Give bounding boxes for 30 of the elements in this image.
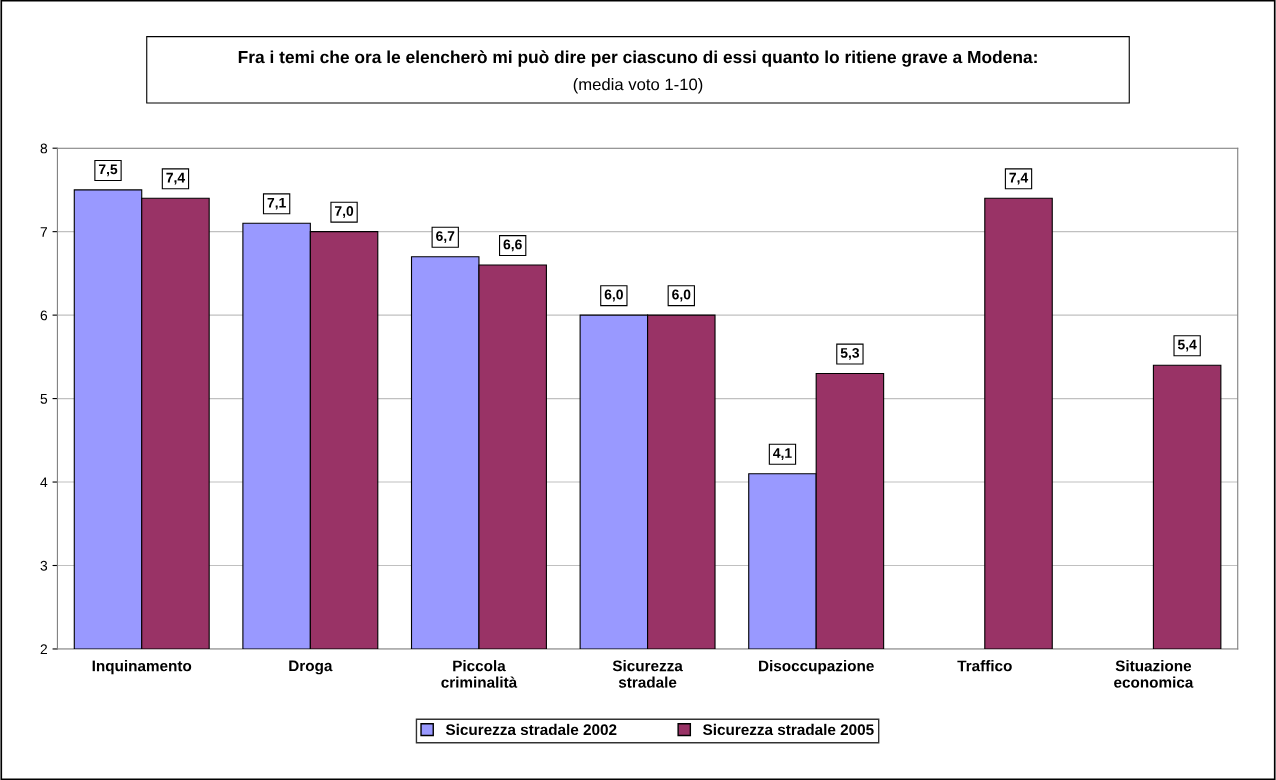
data-label: 7,1 [267,197,286,210]
data-label: 6,7 [436,231,455,243]
chart-subtitle: (media voto 1-10) [573,78,703,94]
x-tick-label: Droga [289,660,333,675]
y-tick-label: 2 [40,644,47,654]
y-tick-label: 4 [40,477,48,488]
x-tick-label: Disoccupazione [759,660,874,675]
data-label: 7,4 [1009,172,1029,185]
x-tick-label: Sicurezza stradale [612,660,683,688]
data-label: 7,0 [335,206,354,218]
legend-label: Sicurezza stradale 2002 [445,723,617,736]
x-tick-label: Inquinamento [92,660,192,675]
y-tick-label: 5 [40,394,48,404]
x-tick-label: Piccola criminalità [441,660,518,688]
x-tick-label: Situazione economica [1114,660,1194,688]
data-label: 6,6 [503,239,522,252]
data-label: 7,5 [98,164,118,177]
data-label: 5,3 [840,347,860,360]
legend-label: Sicurezza stradale 2005 [703,723,874,736]
chart-title: Fra i temi che ora le elencherò mi può dire per ciascuno di essi quanto lo ritiene grave a Modena: [238,50,1037,67]
data-label: 7,4 [166,172,186,185]
x-tick-label: Traffico [957,660,1012,672]
y-tick-label: 8 [40,143,48,154]
y-tick-label: 7 [40,227,47,237]
data-label: 4,1 [773,448,792,460]
y-tick-label: 6 [40,310,48,321]
y-tick-label: 3 [40,560,48,571]
data-label: 6,0 [672,289,691,302]
data-label: 6,0 [604,289,623,302]
data-label: 5,4 [1177,339,1197,352]
